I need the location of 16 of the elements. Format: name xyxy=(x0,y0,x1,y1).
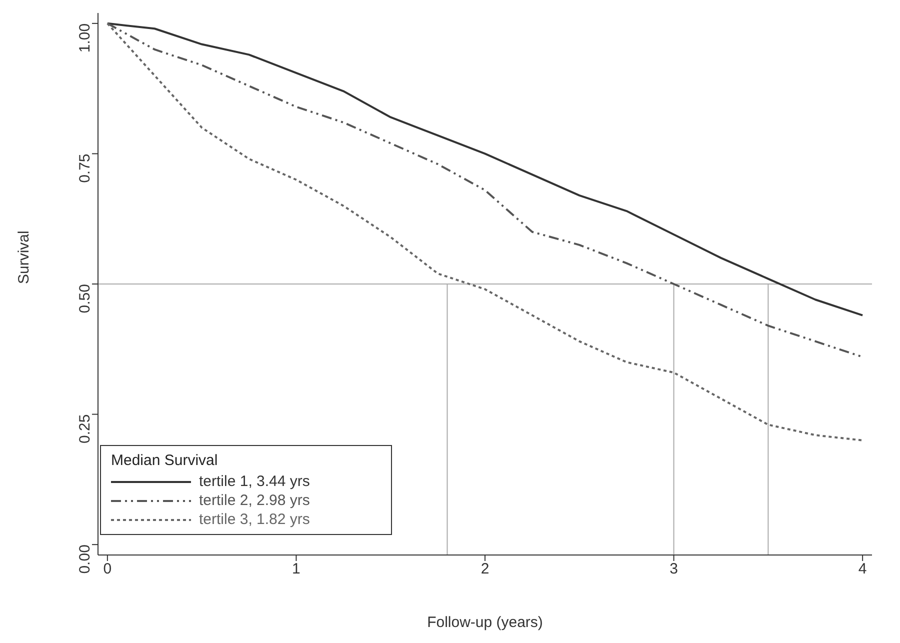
y-axis-title: Survival xyxy=(15,230,32,284)
text: tertile 3, 1.82 yrs xyxy=(199,511,310,528)
text: tertile 1, 3.44 yrs xyxy=(199,473,310,490)
y-tick-label: 0.25 xyxy=(76,414,94,444)
x-tick-label: 4 xyxy=(858,560,867,578)
y-tick-label: 0.75 xyxy=(76,154,94,183)
y-tick-label: 0.00 xyxy=(76,544,94,574)
y-tick-label: 0.50 xyxy=(76,284,94,314)
x-tick-label: 3 xyxy=(670,560,678,578)
legend-title: Median Survival xyxy=(111,452,219,469)
x-tick-label: 1 xyxy=(292,560,300,578)
x-tick-label: 2 xyxy=(480,560,490,578)
text: tertile 2, 2.98 yrs xyxy=(199,492,310,509)
x-tick-label: 0 xyxy=(103,560,112,578)
x-axis-title: Follow-up (years) xyxy=(427,614,543,631)
y-tick-label: 1.00 xyxy=(76,23,94,53)
